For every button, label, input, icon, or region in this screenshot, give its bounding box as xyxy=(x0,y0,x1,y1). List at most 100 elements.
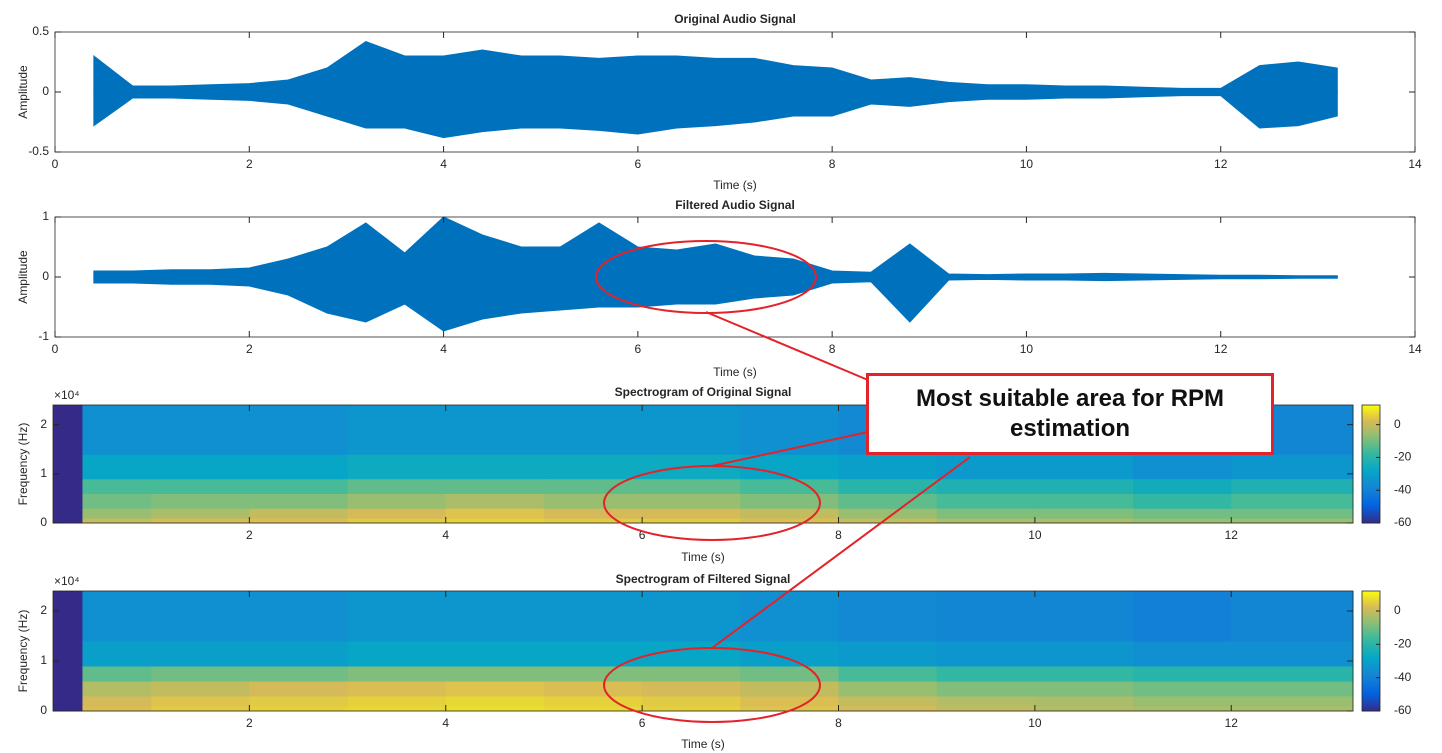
spectrogram-cell xyxy=(1231,478,1354,494)
axes-title: Filtered Audio Signal xyxy=(675,198,795,212)
colorbar-segment xyxy=(1362,665,1380,668)
colorbar-segment xyxy=(1362,693,1380,696)
colorbar-segment xyxy=(1362,637,1380,640)
colorbar-segment xyxy=(1362,645,1380,648)
colorbar-segment xyxy=(1362,471,1380,475)
colorbar-segment xyxy=(1362,465,1380,469)
colorbar-segment xyxy=(1362,483,1380,487)
spectrogram-cell xyxy=(347,478,447,494)
x-tick-label: 0 xyxy=(52,342,59,356)
waveform xyxy=(93,276,1338,332)
spectrogram-cell xyxy=(151,478,250,494)
y-tick-label: 2 xyxy=(40,417,47,431)
spectrogram-cell xyxy=(1231,508,1354,519)
spectrogram-cell xyxy=(838,508,938,519)
x-tick-label: 6 xyxy=(635,157,642,171)
colorbar-segment xyxy=(1362,691,1380,694)
spectrogram-cell xyxy=(445,591,545,642)
colorbar-segment xyxy=(1362,477,1380,481)
spectrogram-cell xyxy=(1133,454,1232,480)
colorbar-tick-label: 0 xyxy=(1394,417,1401,431)
spectrogram-cell xyxy=(740,681,839,697)
colorbar-segment xyxy=(1362,695,1380,698)
y-tick-label: 1 xyxy=(40,466,47,480)
spectrogram-cell xyxy=(1034,666,1134,682)
x-tick-label: 8 xyxy=(829,157,836,171)
colorbar-segment xyxy=(1362,493,1380,496)
spectrogram-cell xyxy=(1133,696,1232,707)
colorbar-segment xyxy=(1362,677,1380,680)
colorbar-segment xyxy=(1362,605,1380,608)
spectrogram-cell xyxy=(249,493,349,509)
spectrogram-cell xyxy=(82,518,152,524)
colorbar-segment xyxy=(1362,479,1380,483)
spectrogram-cell xyxy=(543,478,643,494)
spectrogram-cell xyxy=(838,641,938,667)
spectrogram-cell xyxy=(642,518,741,524)
colorbar-segment xyxy=(1362,617,1380,620)
x-tick-label: 0 xyxy=(52,157,59,171)
colorbar-segment xyxy=(1362,629,1380,632)
spectrogram-cell xyxy=(53,478,83,494)
y-tick-label: 1 xyxy=(40,653,47,667)
spectrogram-cell xyxy=(740,518,839,524)
x-tick-label: 8 xyxy=(835,716,842,730)
colorbar-segment xyxy=(1362,611,1380,614)
colorbar-segment xyxy=(1362,440,1380,443)
spectrogram-cell xyxy=(249,478,349,494)
colorbar-segment xyxy=(1362,517,1380,520)
colorbar-segment xyxy=(1362,595,1380,598)
spectrogram-cell xyxy=(543,454,643,480)
spectrogram-cell xyxy=(151,493,250,509)
colorbar-segment xyxy=(1362,601,1380,604)
x-axis-label: Time (s) xyxy=(713,178,757,192)
colorbar-tick-label: -60 xyxy=(1394,515,1412,529)
spectrogram-cell xyxy=(642,405,741,455)
spectrogram-cell xyxy=(1231,493,1354,509)
spectrogram-cell xyxy=(249,405,349,455)
colorbar-segment xyxy=(1362,462,1380,465)
spectrogram-cell xyxy=(445,641,545,667)
colorbar-segment xyxy=(1362,473,1380,477)
spectrogram-cell xyxy=(543,508,643,519)
colorbar-segment xyxy=(1362,663,1380,666)
spectrogram-cell xyxy=(1133,666,1232,682)
colorbar-segment xyxy=(1362,671,1380,674)
spectrogram-cell xyxy=(936,681,1036,697)
spectrogram-cell xyxy=(53,696,83,707)
axes-box xyxy=(52,590,1354,712)
x-tick-label: 8 xyxy=(829,342,836,356)
y-exponent: ×10⁴ xyxy=(54,388,80,402)
spectrogram-cell xyxy=(543,518,643,524)
y-tick-label: 0 xyxy=(42,269,49,283)
spectrogram-cell xyxy=(151,696,250,707)
spectrogram-cell xyxy=(1034,681,1134,697)
spectrogram-cell xyxy=(82,696,152,707)
spectrogram-cell xyxy=(936,508,1036,519)
x-tick-label: 12 xyxy=(1225,716,1239,730)
spectrogram-cell xyxy=(445,493,545,509)
colorbar-tick-label: -20 xyxy=(1394,450,1412,464)
x-tick-label: 12 xyxy=(1214,342,1228,356)
colorbar-segment xyxy=(1362,631,1380,634)
colorbar-segment xyxy=(1362,603,1380,606)
spectrogram-cell xyxy=(936,696,1036,707)
spectrogram-cell xyxy=(1133,518,1232,524)
colorbar-segment xyxy=(1362,464,1380,467)
colorbar-segment xyxy=(1362,495,1380,498)
spectrogram-cell xyxy=(445,478,545,494)
colorbar-segment xyxy=(1362,515,1380,518)
axes-title: Original Audio Signal xyxy=(674,12,796,26)
spectrogram-cell xyxy=(1133,478,1232,494)
spectrogram-cell xyxy=(1034,493,1134,509)
spectrogram-cell xyxy=(838,454,938,480)
colorbar-segment xyxy=(1362,521,1380,524)
colorbar-segment xyxy=(1362,633,1380,636)
spectrogram-cell xyxy=(347,706,447,712)
spectrogram-cell xyxy=(53,666,83,682)
colorbar-segment xyxy=(1362,653,1380,656)
waveform xyxy=(93,216,1338,278)
colorbar-segment xyxy=(1362,709,1380,712)
spectrogram-cell xyxy=(445,454,545,480)
spectrogram-cell xyxy=(543,405,643,455)
